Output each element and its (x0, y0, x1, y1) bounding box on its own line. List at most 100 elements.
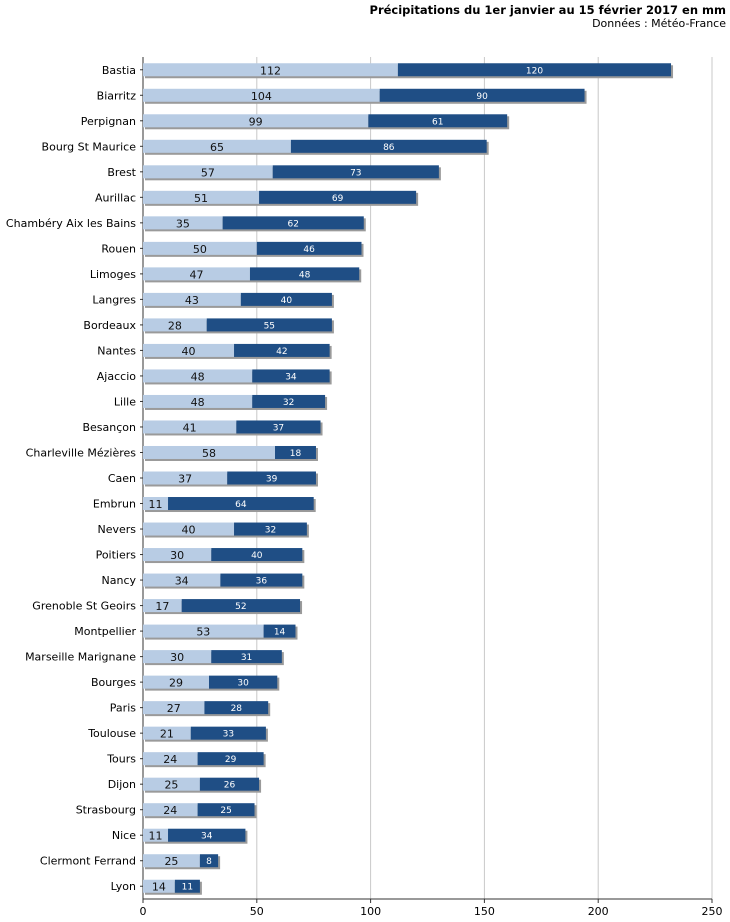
x-tick-label: 50 (250, 905, 264, 918)
value-label-series1: 51 (194, 192, 208, 205)
bar-series2 (197, 803, 255, 817)
value-label-series2: 69 (332, 194, 344, 204)
value-label-series2: 31 (241, 653, 252, 663)
category-label: Ajaccio (97, 370, 136, 383)
value-label-series1: 21 (160, 728, 174, 741)
chart-title: Précipitations du 1er janvier au 15 févr… (369, 3, 726, 17)
bar-series1 (143, 701, 205, 715)
value-label-series2: 86 (383, 143, 395, 153)
bar-series1 (143, 63, 398, 77)
value-label-series1: 43 (185, 294, 199, 307)
x-tick-label: 0 (140, 905, 147, 918)
bar-series2 (252, 369, 330, 383)
bar-series1 (143, 573, 221, 587)
bar-series2 (211, 650, 282, 664)
value-label-series1: 25 (164, 855, 178, 868)
bar-series1 (143, 497, 169, 511)
bar-series1 (143, 752, 198, 766)
value-label-series1: 65 (210, 141, 224, 154)
category-label: Montpellier (74, 625, 136, 638)
value-label-series2: 34 (201, 832, 213, 842)
bar-series1 (143, 139, 291, 153)
bar-series1 (143, 445, 276, 459)
bar-series2 (236, 420, 321, 434)
value-label-series1: 34 (175, 575, 189, 588)
bar-series1 (143, 777, 200, 791)
value-label-series1: 112 (260, 64, 281, 77)
value-label-series2: 90 (476, 92, 488, 102)
bar-series2 (379, 88, 585, 102)
x-tick-label: 100 (360, 905, 381, 918)
bar-series1 (143, 369, 253, 383)
category-label: Besançon (82, 421, 136, 434)
category-label: Chambéry Aix les Bains (6, 217, 136, 230)
bar-series2 (199, 777, 260, 791)
bar-series2 (190, 726, 266, 740)
bar-series1 (143, 548, 212, 562)
value-label-series1: 50 (193, 243, 207, 256)
bar-series2 (263, 624, 296, 638)
category-label: Aurillac (95, 191, 136, 204)
bar-series1 (143, 267, 250, 281)
bar-series1 (143, 190, 260, 204)
value-label-series1: 27 (167, 702, 181, 715)
value-label-series2: 37 (273, 423, 284, 433)
value-label-series2: 55 (264, 321, 275, 331)
value-label-series1: 11 (149, 498, 163, 511)
bar-series2 (222, 216, 364, 230)
value-label-series2: 64 (235, 500, 247, 510)
category-label: Brest (107, 166, 136, 179)
category-label: Embrun (93, 498, 136, 511)
value-label-series2: 32 (265, 526, 276, 536)
value-label-series1: 24 (163, 753, 177, 766)
value-label-series1: 41 (183, 421, 197, 434)
category-label: Tours (106, 753, 136, 766)
value-label-series1: 37 (178, 473, 192, 486)
value-label-series2: 48 (299, 270, 311, 280)
value-label-series2: 26 (224, 781, 236, 791)
value-label-series1: 28 (168, 319, 182, 332)
category-label: Biarritz (97, 89, 137, 102)
value-label-series2: 14 (274, 628, 286, 638)
bar-series2 (252, 394, 326, 408)
bar-series2 (168, 828, 246, 842)
bar-series1 (143, 292, 241, 306)
bar-series1 (143, 599, 182, 613)
category-label: Toulouse (87, 727, 136, 740)
category-label: Bourg St Maurice (42, 140, 137, 153)
bar-series2 (220, 573, 303, 587)
value-label-series1: 11 (149, 830, 163, 843)
category-label: Clermont Ferrand (40, 855, 136, 868)
value-label-series1: 40 (182, 345, 196, 358)
bar-series1 (143, 114, 369, 128)
category-label: Bordeaux (83, 319, 136, 332)
bar-series2 (256, 241, 362, 255)
value-label-series1: 14 (152, 881, 166, 894)
bar-series2 (181, 599, 301, 613)
category-label: Rouen (101, 242, 136, 255)
bar-series1 (143, 879, 175, 893)
category-label: Lille (114, 395, 136, 408)
category-label: Langres (92, 293, 136, 306)
value-label-series1: 30 (170, 651, 184, 664)
value-label-series1: 35 (176, 217, 190, 230)
category-label: Perpignan (81, 115, 136, 128)
category-label: Marseille Marignane (25, 651, 136, 664)
value-label-series1: 99 (249, 115, 263, 128)
category-label: Bourges (91, 676, 136, 689)
bar-series2 (204, 701, 269, 715)
value-label-series2: 62 (287, 219, 298, 229)
value-label-series1: 30 (170, 549, 184, 562)
value-label-series1: 29 (169, 677, 183, 690)
value-label-series1: 48 (191, 370, 205, 383)
bar-series2 (368, 114, 508, 128)
value-label-series2: 61 (432, 117, 443, 127)
x-tick-label: 250 (702, 905, 723, 918)
bar-series2 (234, 343, 330, 357)
value-label-series1: 48 (191, 396, 205, 409)
value-label-series1: 58 (202, 447, 216, 460)
value-label-series2: 46 (303, 245, 315, 255)
value-label-series2: 73 (350, 168, 361, 178)
value-label-series2: 32 (283, 398, 294, 408)
bar-series2 (199, 854, 219, 868)
